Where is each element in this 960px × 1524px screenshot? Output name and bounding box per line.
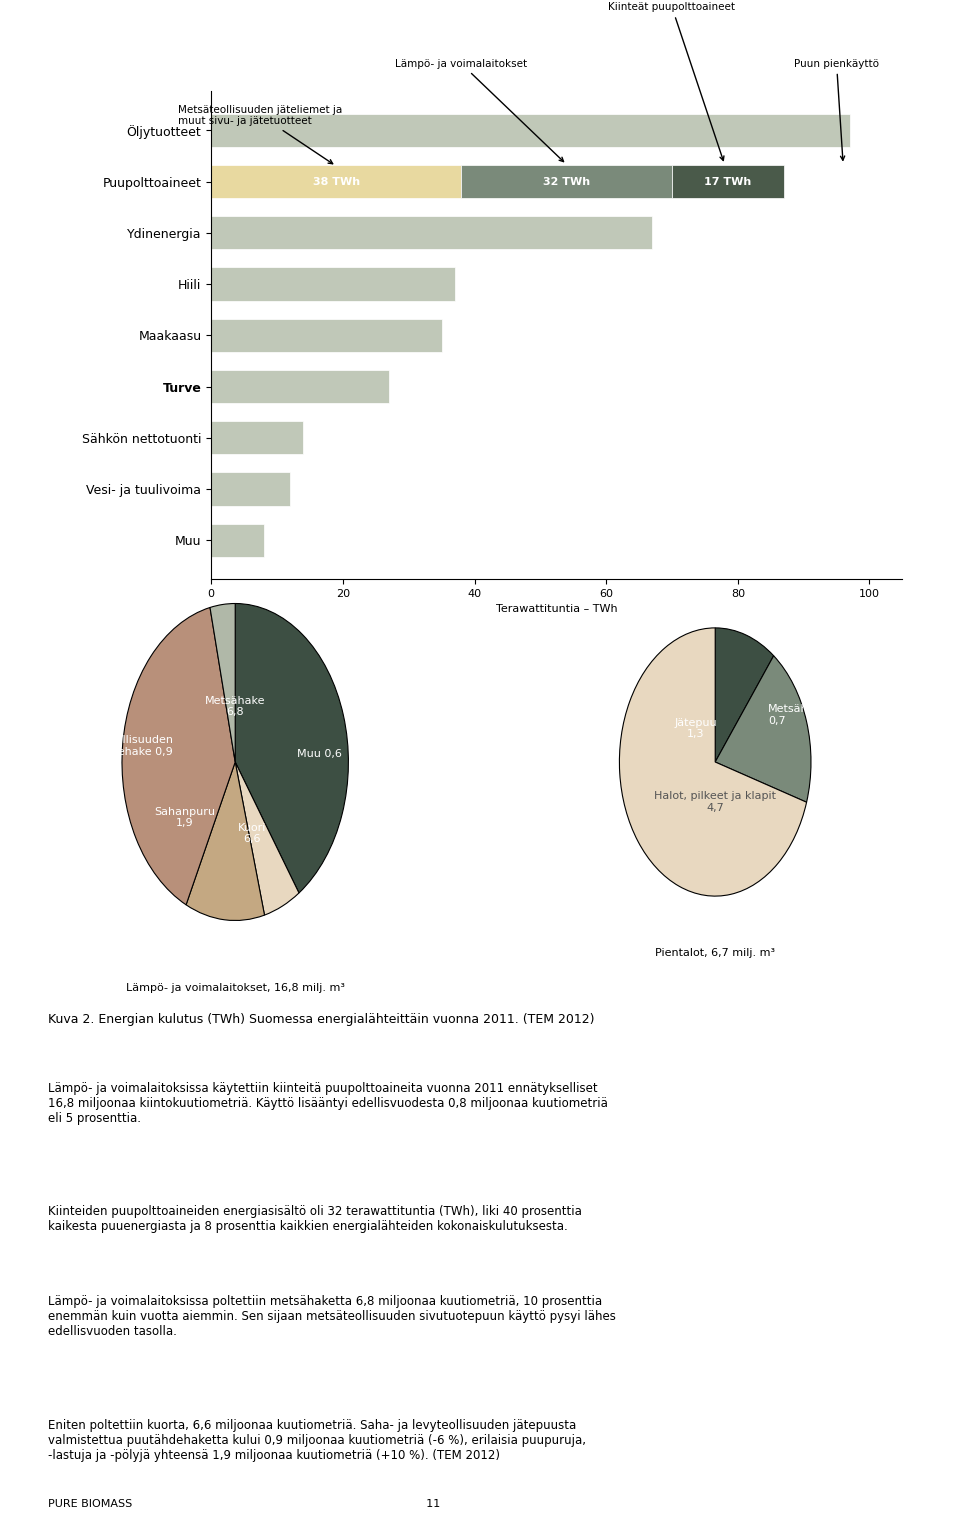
Text: 32 TWh: 32 TWh [543, 177, 590, 186]
Text: Metsähake
6,8: Metsähake 6,8 [204, 696, 266, 718]
Bar [211, 421, 303, 454]
X-axis label: Terawattituntia – TWh: Terawattituntia – TWh [496, 605, 617, 614]
Title: Lämpö- ja voimalaitokset, 16,8 milj. m³: Lämpö- ja voimalaitokset, 16,8 milj. m³ [126, 983, 345, 994]
Wedge shape [715, 628, 774, 762]
Text: Lämpö- ja voimalaitokset: Lämpö- ja voimalaitokset [396, 59, 564, 162]
Text: Metsähake
0,7: Metsähake 0,7 [768, 704, 828, 725]
Wedge shape [186, 762, 265, 920]
Wedge shape [715, 655, 811, 802]
Text: Eniten poltettiin kuorta, 6,6 miljoonaa kuutiometriä. Saha- ja levyteollisuuden : Eniten poltettiin kuorta, 6,6 miljoonaa … [48, 1419, 586, 1462]
Bar [211, 216, 652, 250]
Text: Jätepuu
1,3: Jätepuu 1,3 [675, 718, 717, 739]
Text: Halot, pilkeet ja klapit
4,7: Halot, pilkeet ja klapit 4,7 [654, 791, 777, 812]
Text: Kiinteät puupolttoaineet: Kiinteät puupolttoaineet [609, 3, 735, 160]
Wedge shape [210, 604, 235, 762]
Bar [211, 114, 850, 146]
Wedge shape [235, 762, 299, 914]
Text: Lämpö- ja voimalaitoksissa käytettiin kiinteitä puupolttoaineita vuonna 2011 enn: Lämpö- ja voimalaitoksissa käytettiin ki… [48, 1082, 608, 1125]
Wedge shape [235, 604, 348, 893]
Text: Muu 0,6: Muu 0,6 [298, 750, 343, 759]
Bar [211, 319, 442, 352]
Wedge shape [619, 628, 806, 896]
Text: Kuori
6,6: Kuori 6,6 [238, 823, 266, 844]
Text: Teollisuuden
puutähdehake 0,9: Teollisuuden puutähdehake 0,9 [71, 736, 173, 757]
Text: Puun pienkäyttö: Puun pienkäyttö [794, 59, 879, 160]
Text: PURE BIOMASS                                                                    : PURE BIOMASS [48, 1498, 441, 1509]
Wedge shape [122, 608, 235, 905]
Text: Metsäteollisuuden jäteliemet ja
muut sivu- ja jätetuotteet: Metsäteollisuuden jäteliemet ja muut siv… [179, 105, 343, 163]
Text: Kiinteiden puupolttoaineiden energiasisältö oli 32 terawattituntia (TWh), liki 4: Kiinteiden puupolttoaineiden energiasisä… [48, 1205, 582, 1233]
Bar [211, 165, 462, 198]
Text: 38 TWh: 38 TWh [313, 177, 360, 186]
Bar [211, 370, 389, 404]
Bar [462, 165, 672, 198]
Bar [211, 524, 264, 556]
Text: Sahanpuru
1,9: Sahanpuru 1,9 [154, 806, 215, 828]
Bar [211, 165, 784, 198]
Bar [211, 267, 455, 300]
Bar [672, 165, 784, 198]
Text: Lämpö- ja voimalaitoksissa poltettiin metsähaketta 6,8 miljoonaa kuutiometriä, 1: Lämpö- ja voimalaitoksissa poltettiin me… [48, 1295, 616, 1338]
Bar [211, 472, 290, 506]
Text: Kuva 2. Energian kulutus (TWh) Suomessa energialähteittäin vuonna 2011. (TEM 201: Kuva 2. Energian kulutus (TWh) Suomessa … [48, 1013, 594, 1027]
Text: 17 TWh: 17 TWh [705, 177, 752, 186]
Title: Pientalot, 6,7 milj. m³: Pientalot, 6,7 milj. m³ [655, 948, 776, 959]
